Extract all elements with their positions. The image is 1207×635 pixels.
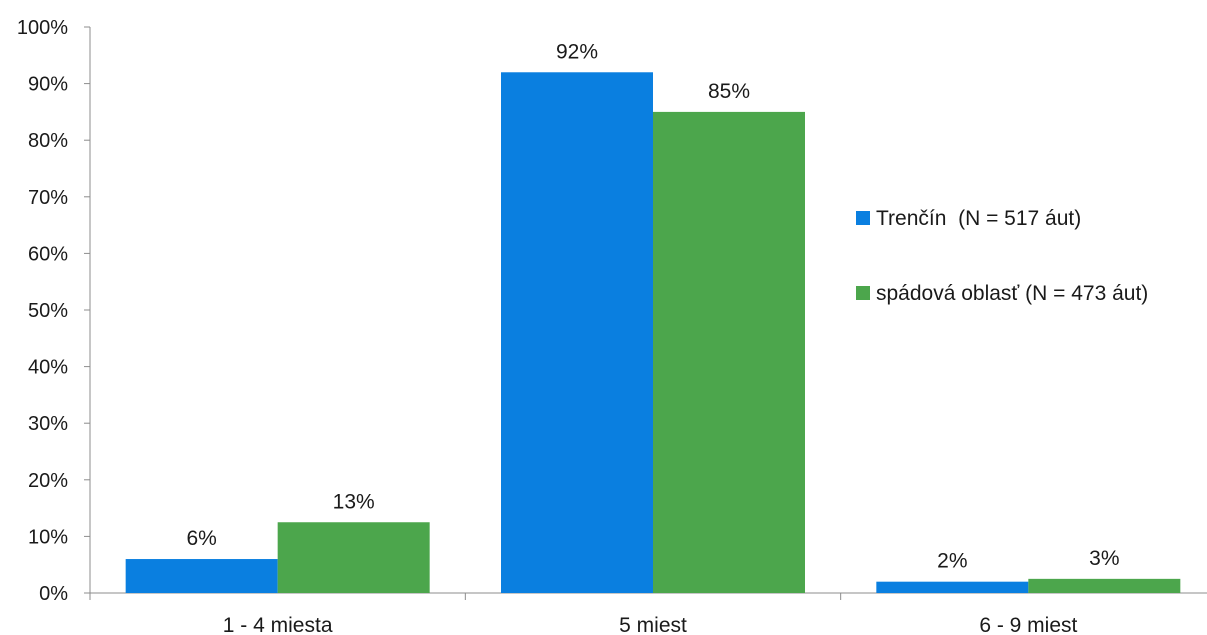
y-tick-label: 80% <box>28 130 68 152</box>
y-tick-label: 90% <box>28 74 68 96</box>
x-category-label: 5 miest <box>619 614 687 635</box>
bar-spadova-oblast <box>1028 578 1181 593</box>
y-tick-label: 50% <box>28 300 68 322</box>
x-category-label: 1 - 4 miesta <box>223 614 333 635</box>
bar-trencin <box>125 559 278 593</box>
chart-axes: 0% 10% 20% 30% 40% 50% 60% 70% 80% 90% 100% <box>17 17 1207 605</box>
y-tick-label: 0% <box>39 583 68 605</box>
bar-spadova-oblast <box>653 111 805 594</box>
data-label: 13% <box>333 490 375 513</box>
y-tick-label: 100% <box>17 17 68 39</box>
y-tick-label: 40% <box>28 357 68 379</box>
chart-bars <box>125 72 1181 594</box>
bar-spadova-oblast <box>277 522 430 593</box>
data-label: 92% <box>556 40 598 63</box>
chart-labels: 1 - 4 miesta 6% 13% 5 miest 92% 85% 6 - 9 mies… <box>186 40 1119 635</box>
data-label: 2% <box>937 550 967 573</box>
legend-label: spádová oblasť (N = 473 áut) <box>876 282 1148 305</box>
y-tick-label: 10% <box>28 526 68 548</box>
x-category-label: 6 - 9 miest <box>979 614 1077 635</box>
y-tick-label: 60% <box>28 243 68 265</box>
data-label: 6% <box>186 527 216 550</box>
bar-trencin <box>876 581 1029 593</box>
legend-label: Trenčín (N = 517 áut) <box>876 207 1081 230</box>
y-tick-label: 70% <box>28 187 68 209</box>
data-label: 3% <box>1089 547 1119 570</box>
legend-swatch <box>856 286 870 300</box>
y-tick-label: 30% <box>28 413 68 435</box>
y-tick-label: 20% <box>28 470 68 492</box>
chart-legend: Trenčín (N = 517 áut) spádová oblasť (N =… <box>856 207 1148 305</box>
bar-trencin <box>501 72 653 593</box>
legend-swatch <box>856 211 870 225</box>
data-label: 85% <box>708 80 750 103</box>
